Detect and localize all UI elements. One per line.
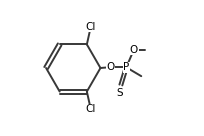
Text: O: O <box>106 62 114 72</box>
Text: O: O <box>129 45 137 55</box>
Text: Cl: Cl <box>85 22 95 32</box>
Text: P: P <box>123 62 129 72</box>
Text: Cl: Cl <box>85 104 95 114</box>
Text: S: S <box>116 88 123 98</box>
